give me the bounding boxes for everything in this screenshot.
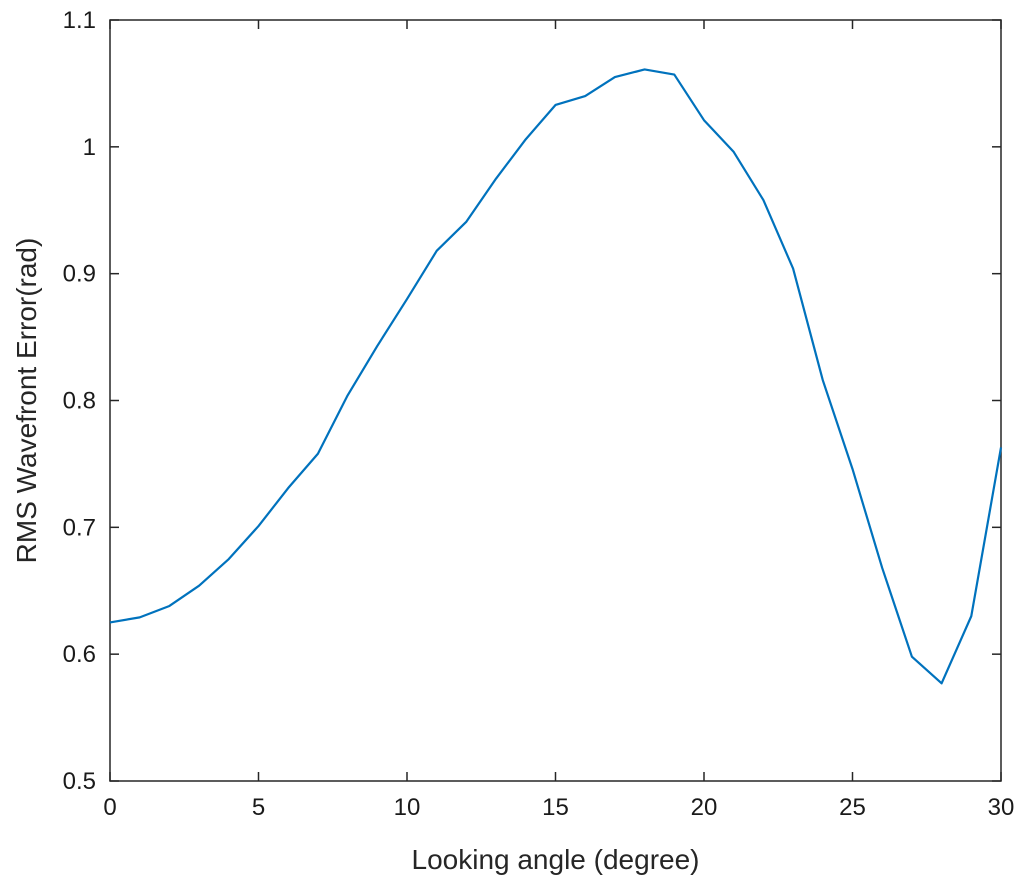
y-tick-label: 0.8 <box>63 388 96 415</box>
x-axis-label: Looking angle (degree) <box>412 844 700 875</box>
plot-area: 0 5 10 15 20 25 30 0.5 0.6 0.7 0.8 0.9 1 1.1 <box>63 7 1015 821</box>
x-tick-label: 30 <box>988 794 1015 821</box>
x-tick-label: 25 <box>839 794 866 821</box>
y-tick-label: 0.5 <box>63 768 96 795</box>
axes-box <box>109 19 1002 782</box>
series-line <box>109 68 1003 685</box>
x-tick-label: 0 <box>103 794 116 821</box>
x-tick-label: 20 <box>691 794 718 821</box>
y-tick-label: 0.9 <box>63 261 96 288</box>
x-tick-label: 15 <box>542 794 569 821</box>
series-layer <box>109 68 1003 685</box>
y-tick-label: 1.1 <box>63 7 96 34</box>
y-axis: 0.5 0.6 0.7 0.8 0.9 1 1.1 <box>63 7 1001 795</box>
y-tick-label: 0.7 <box>63 514 96 541</box>
x-tick-label: 10 <box>394 794 421 821</box>
y-tick-label: 0.6 <box>63 641 96 668</box>
y-axis-label: RMS Wavefront Error(rad) <box>11 238 42 564</box>
y-tick-label: 1 <box>83 134 96 161</box>
x-axis: 0 5 10 15 20 25 30 <box>103 20 1014 821</box>
x-tick-label: 5 <box>252 794 265 821</box>
